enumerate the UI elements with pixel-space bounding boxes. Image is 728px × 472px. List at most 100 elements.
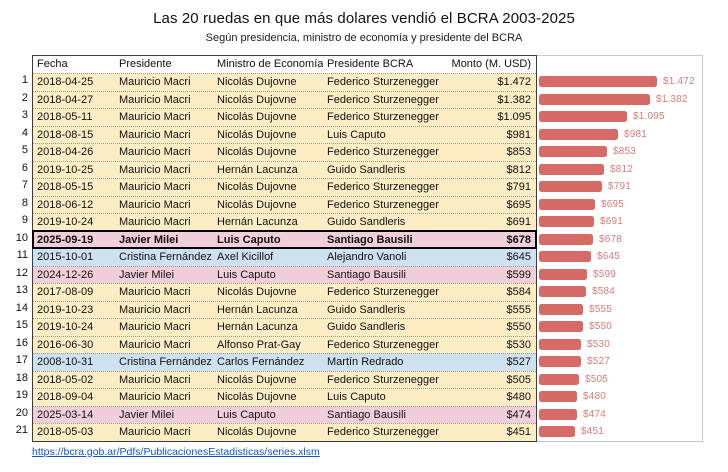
cell-presidente: Mauricio Macri (119, 391, 191, 403)
bar (539, 128, 618, 140)
cell-fecha: 2015-10-01 (37, 251, 94, 263)
cell-monto: $1.095 (497, 111, 531, 123)
cell-fecha: 2018-09-04 (37, 391, 94, 403)
cell-monto: $555 (506, 303, 531, 316)
table-row: 2019-10-24 Mauricio Macri Hernán Lacunza… (33, 318, 536, 336)
cell-monto: $527 (506, 356, 531, 368)
bar-row: $505 (537, 371, 702, 389)
cell-fecha: 2017-08-09 (37, 286, 94, 298)
cell-presidente: Mauricio Macri (119, 128, 191, 141)
cell-presidente-bcra: Guido Sandleris (327, 216, 406, 228)
bar (539, 146, 607, 158)
cell-presidente: Mauricio Macri (119, 181, 191, 193)
bar (539, 251, 591, 263)
cell-monto: $981 (506, 128, 531, 141)
table-row: 2017-08-09 Mauricio Macri Nicolás Dujovn… (33, 283, 536, 301)
bar-value-label: $584 (592, 286, 616, 298)
cell-monto: $530 (506, 338, 531, 351)
bar-value-label: $1.472 (663, 76, 695, 88)
row-rank: 4 (21, 126, 28, 139)
cell-presidente: Mauricio Macri (119, 76, 191, 88)
cell-presidente-bcra: Luis Caputo (327, 391, 386, 403)
cell-presidente-bcra: Federico Sturzenegger (327, 338, 439, 351)
bar-row: $691 (537, 213, 702, 231)
cell-monto: $584 (506, 286, 531, 298)
cell-ministro: Nicolás Dujovne (217, 198, 297, 211)
cell-monto: $550 (506, 321, 531, 333)
row-rank: 11 (16, 249, 28, 261)
cell-monto: $791 (506, 181, 531, 193)
cell-presidente: Javier Milei (119, 408, 175, 421)
bar-row: $853 (537, 143, 702, 161)
cell-presidente-bcra: Federico Sturzenegger (327, 93, 439, 106)
cell-presidente-bcra: Guido Sandleris (327, 303, 406, 316)
table-row: 2018-04-25 Mauricio Macri Nicolás Dujovn… (33, 73, 536, 91)
row-rank: 18 (15, 371, 28, 384)
cell-ministro: Nicolás Dujovne (217, 128, 297, 141)
rank-column: 1 2 3 4 5 6 7 8 9 10 11 12 13 14 15 16 17 18 19 20 21 (9, 55, 32, 440)
row-rank: 13 (15, 284, 28, 296)
cell-ministro: Luis Caputo (217, 408, 276, 421)
table-row: 2018-05-02 Mauricio Macri Nicolás Dujovn… (33, 370, 536, 388)
cell-ministro: Nicolás Dujovne (217, 111, 297, 123)
bar-row: $584 (537, 283, 702, 301)
bar (539, 321, 583, 333)
cell-presidente-bcra: Federico Sturzenegger (327, 146, 439, 158)
cell-ministro: Luis Caputo (217, 268, 276, 281)
cell-monto: $645 (506, 251, 531, 263)
bar (539, 303, 583, 315)
header-presidente-bcra: Presidente BCRA (327, 58, 414, 70)
cell-fecha: 2018-05-03 (37, 426, 94, 438)
cell-presidente-bcra: Martín Redrado (327, 356, 404, 368)
row-rank: 21 (15, 424, 28, 436)
cell-fecha: 2018-08-15 (37, 128, 94, 141)
cell-fecha: 2018-05-11 (37, 111, 93, 123)
bar-value-label: $695 (601, 198, 625, 210)
source-link[interactable]: https://bcra.gob.ar/Pdfs/PublicacionesEs… (32, 445, 320, 458)
table-row: 2019-10-24 Mauricio Macri Hernán Lacunza… (33, 213, 536, 231)
cell-presidente-bcra: Santiago Bausili (327, 268, 406, 281)
bar-row: $599 (537, 266, 702, 284)
cell-monto: $1.382 (497, 93, 531, 106)
cell-fecha: 2018-05-02 (37, 373, 94, 386)
header-presidente: Presidente (119, 58, 172, 70)
cell-ministro: Nicolás Dujovne (217, 373, 297, 386)
cell-presidente: Mauricio Macri (119, 426, 191, 438)
bar (539, 426, 575, 438)
bar-row: $555 (537, 301, 702, 319)
bar-row: $1.472 (537, 73, 702, 91)
bar (539, 391, 577, 403)
header-ministro: Ministro de Economía (217, 58, 323, 70)
cell-presidente: Mauricio Macri (119, 146, 191, 158)
cell-monto: $853 (506, 146, 531, 158)
cell-presidente: Javier Milei (119, 233, 179, 246)
cell-presidente-bcra: Federico Sturzenegger (327, 76, 439, 88)
table-row: 2018-06-12 Mauricio Macri Nicolás Dujovn… (33, 195, 536, 213)
row-rank: 20 (15, 406, 28, 419)
bar-value-label: $474 (583, 408, 607, 420)
cell-monto: $695 (506, 198, 531, 211)
cell-fecha: 2025-03-14 (37, 408, 94, 421)
row-rank: 12 (15, 266, 28, 279)
table-row: 2019-10-25 Mauricio Macri Hernán Lacunza… (33, 160, 536, 178)
cell-ministro: Hernán Lacunza (217, 163, 298, 176)
table-row: 2018-04-27 Mauricio Macri Nicolás Dujovn… (33, 90, 536, 108)
bar (539, 233, 593, 245)
row-rank: 16 (15, 336, 28, 349)
cell-presidente-bcra: Federico Sturzenegger (327, 198, 439, 211)
bar-value-label: $1.382 (656, 93, 688, 105)
bar (539, 338, 581, 350)
cell-fecha: 2018-05-15 (37, 181, 94, 193)
cell-presidente: Javier Milei (119, 268, 175, 281)
cell-presidente: Mauricio Macri (119, 163, 191, 176)
bar-row: $791 (537, 178, 702, 196)
data-table: Fecha Presidente Ministro de Economía Pr… (32, 55, 537, 442)
cell-ministro: Axel Kicillof (217, 251, 274, 263)
cell-presidente-bcra: Federico Sturzenegger (327, 286, 439, 298)
cell-presidente: Mauricio Macri (119, 373, 191, 386)
cell-fecha: 2018-06-12 (37, 198, 94, 211)
cell-fecha: 2016-06-30 (37, 338, 94, 351)
page-title: Las 20 ruedas en que más dolares vendió … (153, 10, 575, 27)
bar-value-label: $812 (610, 163, 634, 175)
cell-monto: $1.472 (497, 76, 531, 88)
